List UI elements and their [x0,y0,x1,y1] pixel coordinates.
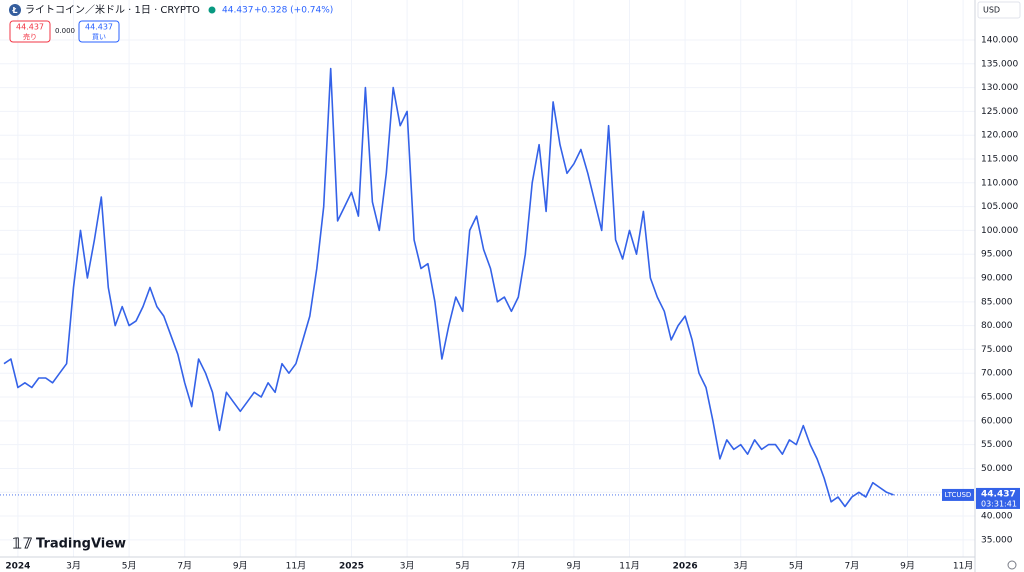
x-tick-label: 2026 [673,562,698,572]
x-tick-label: 7月 [845,561,860,572]
price-change: +0.328 (+0.74%) [254,6,333,16]
y-tick-label: 90.000 [981,274,1013,284]
x-tick-label: 11月 [953,561,973,572]
x-tick-label: 9月 [233,561,248,572]
x-tick-label: 2025 [339,562,364,572]
y-tick-label: 105.000 [981,202,1018,212]
sell-price: 44.437 [16,23,44,32]
y-tick-label: 125.000 [981,107,1018,117]
price-tag-box [976,487,1020,509]
price-tag: 44.437 [981,489,1016,499]
y-tick-label: 50.000 [981,464,1013,474]
y-tick-label: 35.000 [981,535,1013,545]
x-tick-label: 11月 [286,561,306,572]
sell-button[interactable] [9,20,51,43]
logo: TradingView [36,537,126,552]
logo-mark: 𝟙𝟟 [12,535,33,553]
x-tick-label: 5月 [122,561,137,572]
y-tick-label: 110.000 [981,178,1018,188]
x-tick-label: 7月 [177,561,192,572]
y-tick-label: 55.000 [981,440,1013,450]
y-tick-label: 75.000 [981,345,1013,355]
y-tick-label: 60.000 [981,416,1013,426]
y-tick-label: 140.000 [981,35,1018,45]
symbol-tag: LTCUSD [945,491,972,499]
buy-button[interactable] [78,20,120,43]
spread: 0.000 [55,27,75,35]
x-tick-label: 7月 [511,561,526,572]
sell-label: 売り [23,32,37,41]
grid [0,0,975,557]
y-tick-label: 115.000 [981,155,1018,165]
x-tick-label: 5月 [455,561,470,572]
y-tick-label: 70.000 [981,369,1013,379]
y-tick-label: 40.000 [981,512,1013,522]
price-line [3,67,894,508]
countdown: 03:31:41 [981,499,1017,508]
x-tick-label: 3月 [733,561,748,572]
x-tick-label: 11月 [619,561,639,572]
market-status [208,6,216,14]
coin-icon [9,4,21,16]
last-price: 44.437 [222,6,254,16]
x-tick-label: 9月 [567,561,582,572]
x-tick-label: 9月 [900,561,915,572]
y-tick-label: 120.000 [981,131,1018,141]
x-tick-label: 3月 [66,561,81,572]
buy-label: 買い [92,33,106,41]
settings-icon[interactable] [1007,560,1017,570]
symbol-tag-box [942,488,974,501]
y-tick-label: 130.000 [981,83,1018,93]
y-tick-label: 95.000 [981,250,1013,260]
currency-button[interactable] [977,1,1021,19]
symbol-title: ライトコイン／米ドル · 1日 · CRYPTO [25,3,200,16]
y-tick-label: 85.000 [981,297,1013,307]
currency: USD [983,6,1000,15]
coin-icon-letter: Ł [11,6,17,15]
plot [0,67,975,508]
y-tick-label: 65.000 [981,393,1013,403]
y-tick-label: 135.000 [981,59,1018,69]
x-tick-label: 2024 [5,562,30,572]
y-tick-label: 100.000 [981,226,1018,236]
y-tick-label: 80.000 [981,321,1013,331]
axes: 35.00040.00045.00050.00055.00060.00065.0… [5,35,1020,572]
x-tick-label: 5月 [789,561,804,572]
x-tick-label: 3月 [400,561,415,572]
buy-price: 44.437 [85,23,113,32]
